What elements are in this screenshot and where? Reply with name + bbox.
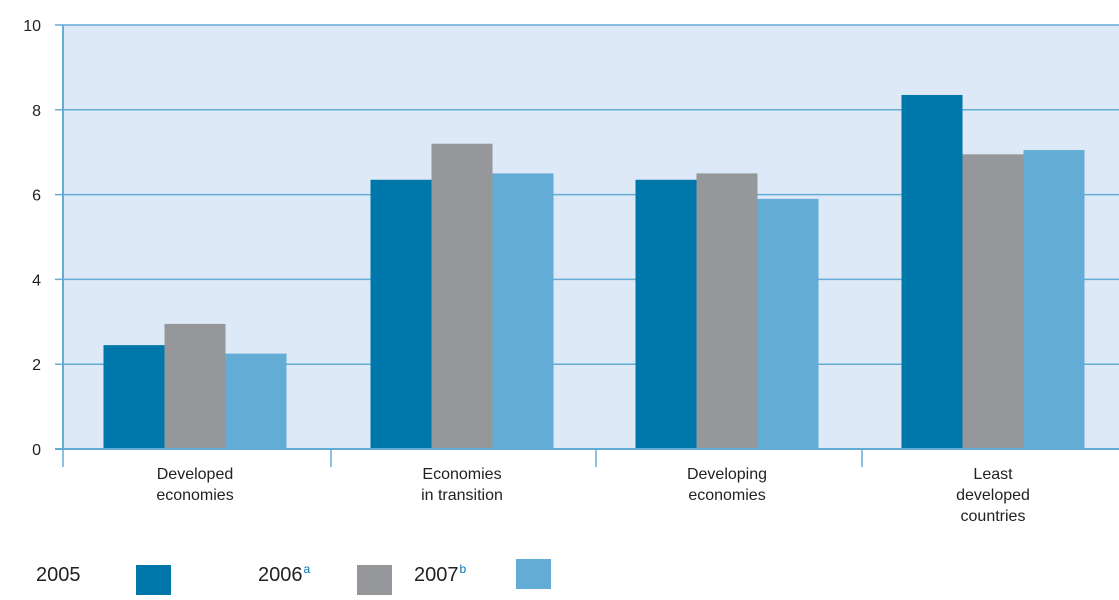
category-label-0-0: Developed [157,466,234,483]
bar-2006-2 [696,173,758,449]
y-tick-labels: 0 2 4 6 8 10 [23,18,41,459]
bars [103,94,1085,450]
y-tick-label-6: 6 [32,188,41,205]
category-label-3-2: countries [961,508,1026,525]
category-label-0-1: economies [156,487,233,504]
bar-2006-0 [164,323,226,449]
bar-2007-2 [757,198,819,449]
bar-2007-3 [1023,150,1085,449]
bar-2006-1 [431,143,493,449]
category-label-2-1: economies [688,487,765,504]
y-tick-label-4: 4 [32,272,41,289]
bar-2005-1 [370,179,432,449]
y-tick-label-8: 8 [32,103,41,120]
y-tick-label-2: 2 [32,357,41,374]
y-tick-label-10: 10 [23,18,41,35]
category-labels: Developed economies Economies in transition… [156,466,1030,525]
bar-2007-0 [225,353,287,449]
bar-2006-3 [962,154,1024,449]
bar-2007-1 [492,173,554,449]
bar-2005-2 [635,179,697,449]
category-label-2-0: Developing [687,466,767,483]
category-label-1-0: Economies [422,466,501,483]
category-label-3-0: Least [973,466,1013,483]
y-tick-label-0: 0 [32,442,41,459]
category-label-1-1: in transition [421,487,503,504]
axes [55,25,1119,467]
category-label-3-1: developed [956,487,1030,504]
bar-2005-3 [901,94,963,450]
bar-2005-0 [103,345,165,449]
